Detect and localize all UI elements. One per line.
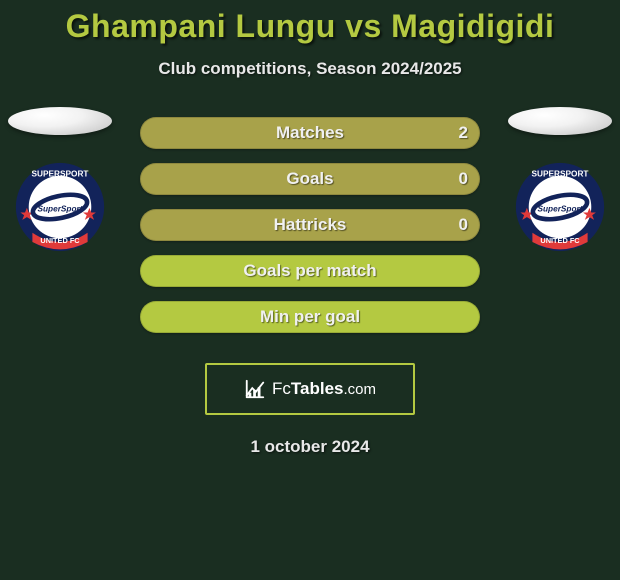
stat-value-right: 2 — [459, 123, 468, 143]
date-label: 1 october 2024 — [0, 437, 620, 457]
stat-label: Goals per match — [243, 261, 376, 281]
stat-label: Min per goal — [260, 307, 360, 327]
stat-value-right: 0 — [459, 215, 468, 235]
player-right-avatar-placeholder — [508, 107, 612, 135]
stat-row: Hattricks 0 — [140, 209, 480, 241]
stat-value-right: 0 — [459, 169, 468, 189]
club-badge-right: SUPERSPORT SuperSport UNITED FC — [514, 161, 606, 253]
stat-label: Goals — [286, 169, 333, 189]
stat-row: Matches 2 — [140, 117, 480, 149]
page-title: Ghampani Lungu vs Magidigidi — [0, 0, 620, 45]
club-badge-left: SUPERSPORT SuperSport UNITED FC — [14, 161, 106, 253]
brand-text: FcTables.com — [272, 379, 376, 399]
comparison-card: Ghampani Lungu vs Magidigidi Club compet… — [0, 0, 620, 580]
svg-text:SuperSport: SuperSport — [537, 205, 583, 214]
svg-text:SUPERSPORT: SUPERSPORT — [532, 170, 589, 179]
brand-text-dotcom: .com — [343, 381, 376, 399]
svg-text:UNITED FC: UNITED FC — [40, 236, 80, 245]
player-left-avatar-placeholder — [8, 107, 112, 135]
player-right-column: SUPERSPORT SuperSport UNITED FC — [505, 107, 615, 253]
brand-text-fc: Fc — [272, 379, 291, 399]
stat-rows: Matches 2 Goals 0 Hattricks 0 Goals per match M… — [140, 117, 480, 333]
stat-row: Goals 0 — [140, 163, 480, 195]
player-left-column: SUPERSPORT SuperSport UNITED FC — [5, 107, 115, 253]
stat-label: Hattricks — [274, 215, 347, 235]
svg-text:UNITED FC: UNITED FC — [540, 236, 580, 245]
subtitle: Club competitions, Season 2024/2025 — [0, 59, 620, 79]
stat-label: Matches — [276, 123, 344, 143]
svg-text:SUPERSPORT: SUPERSPORT — [32, 170, 89, 179]
stat-row: Min per goal — [140, 301, 480, 333]
brand-chart-icon — [244, 378, 266, 400]
stats-area: SUPERSPORT SuperSport UNITED FC SUPERSPO… — [0, 117, 620, 347]
brand-text-tables: Tables — [291, 379, 344, 399]
brand-box[interactable]: FcTables.com — [205, 363, 415, 415]
svg-text:SuperSport: SuperSport — [37, 205, 83, 214]
stat-row: Goals per match — [140, 255, 480, 287]
